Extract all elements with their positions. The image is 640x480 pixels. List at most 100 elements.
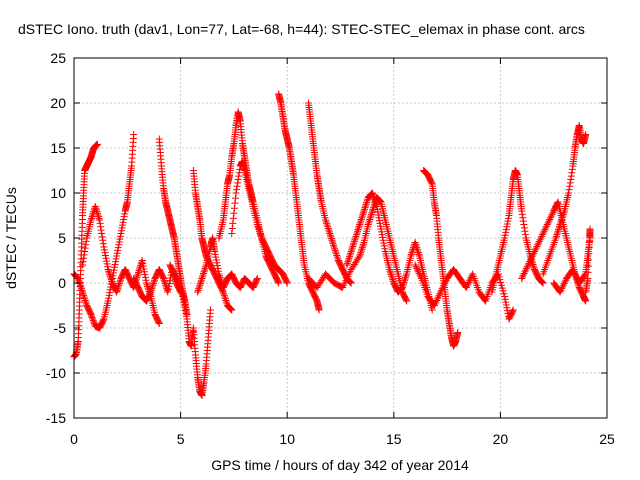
data-point-marker: [465, 278, 473, 286]
x-axis-label: GPS time / hours of day 342 of year 2014: [211, 457, 469, 473]
data-point-marker: [149, 280, 157, 288]
data-point-marker: [387, 269, 395, 277]
data-point-marker: [88, 313, 96, 321]
data-point-marker: [518, 275, 526, 282]
data-point-marker: [221, 295, 229, 303]
data-point-marker: [586, 225, 594, 233]
data-point-marker: [198, 275, 206, 282]
data-point-marker: [532, 244, 540, 252]
series-arc-19: [539, 122, 590, 278]
data-point-marker: [585, 237, 593, 245]
data-point-marker: [329, 238, 337, 246]
data-point-marker: [95, 213, 103, 221]
data-point-marker: [359, 242, 367, 250]
data-point-marker: [368, 189, 376, 197]
data-point-marker: [556, 222, 564, 230]
data-point-marker: [387, 271, 395, 279]
data-point-marker: [230, 209, 238, 217]
data-point-marker: [358, 245, 366, 253]
data-point-marker: [372, 199, 380, 207]
data-point-marker: [147, 288, 155, 296]
data-point-marker: [411, 239, 419, 246]
data-point-marker: [143, 281, 151, 289]
data-point-marker: [428, 179, 436, 187]
data-point-marker: [570, 267, 578, 275]
data-point-marker: [567, 176, 575, 183]
data-point-marker: [371, 196, 379, 204]
data-point-marker: [326, 230, 334, 237]
data-point-marker: [539, 231, 547, 239]
data-point-marker: [370, 194, 378, 202]
data-point-marker: [229, 214, 237, 222]
data-point-marker: [351, 234, 359, 242]
data-point-marker: [539, 279, 547, 287]
data-point-marker: [87, 311, 95, 318]
data-point-marker: [416, 271, 424, 279]
data-point-marker: [348, 246, 356, 254]
data-point-marker: [361, 204, 369, 212]
data-point-marker: [441, 280, 449, 288]
data-point-marker: [79, 258, 87, 266]
data-point-marker: [559, 210, 567, 218]
data-point-marker: [537, 234, 545, 242]
data-point-marker: [412, 263, 420, 271]
data-point-marker: [352, 232, 360, 240]
data-point-marker: [115, 281, 123, 289]
data-point-marker: [104, 266, 112, 273]
data-point-marker: [586, 231, 594, 239]
data-point-marker: [201, 266, 209, 274]
data-point-marker: [548, 210, 556, 218]
data-point-marker: [430, 302, 438, 309]
data-point-marker: [570, 269, 578, 277]
data-point-marker: [347, 279, 355, 287]
data-point-marker: [566, 182, 574, 190]
data-point-marker: [367, 212, 375, 220]
data-point-marker: [325, 228, 333, 236]
data-point-marker: [432, 298, 440, 306]
data-point-marker: [105, 269, 113, 277]
data-point-marker: [254, 222, 262, 230]
data-point-marker: [227, 305, 235, 313]
data-point-marker: [155, 320, 163, 327]
data-point-marker: [386, 267, 394, 275]
data-point-marker: [556, 221, 564, 228]
data-point-marker: [412, 242, 420, 250]
data-point-marker: [561, 278, 569, 286]
data-point-marker: [539, 278, 547, 286]
data-point-marker: [345, 254, 353, 262]
data-point-marker: [362, 202, 370, 210]
data-point-marker: [518, 207, 526, 215]
data-point-marker: [195, 283, 203, 291]
x-tick-label: 25: [599, 431, 615, 447]
data-point-marker: [92, 206, 100, 214]
data-point-marker: [114, 283, 122, 291]
data-point-marker: [130, 131, 138, 138]
data-point-marker: [547, 212, 555, 220]
data-point-marker: [325, 226, 333, 234]
data-point-marker: [175, 281, 183, 289]
data-point-marker: [531, 246, 539, 254]
data-point-marker: [560, 280, 568, 288]
data-point-marker: [97, 226, 105, 234]
data-point-marker: [359, 209, 367, 217]
data-point-marker: [557, 286, 565, 294]
data-point-marker: [535, 237, 543, 245]
data-point-marker: [584, 262, 592, 270]
data-point-marker: [178, 291, 186, 299]
data-point-marker: [438, 286, 446, 294]
data-point-marker: [113, 286, 121, 294]
x-tick-label: 5: [177, 431, 185, 447]
data-point-marker: [216, 273, 224, 281]
y-axis-label: dSTEC / TECUs: [3, 187, 19, 289]
data-point-marker: [585, 244, 593, 252]
data-point-marker: [135, 267, 143, 275]
data-point-marker: [413, 245, 421, 253]
data-point-marker: [149, 281, 157, 289]
series-arc-17: [488, 167, 547, 296]
data-point-marker: [357, 249, 365, 257]
data-point-marker: [355, 254, 363, 262]
data-point-marker: [160, 276, 168, 284]
data-point-marker: [114, 285, 122, 293]
series-arc-16: [411, 261, 517, 323]
series-arc-11: [275, 90, 323, 314]
